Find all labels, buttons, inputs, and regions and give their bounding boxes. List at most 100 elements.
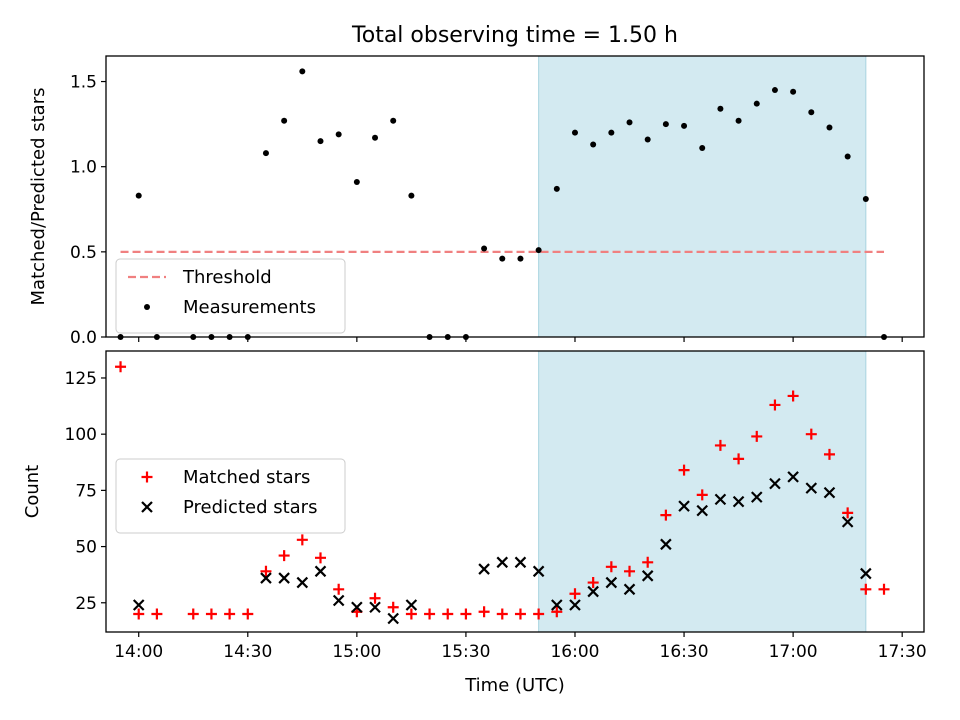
predicted-stars-point [132, 599, 145, 611]
matched-stars-point [878, 583, 890, 595]
predicted-stars-point [369, 601, 381, 614]
count-panel: 25 50 75 100 125 14:00 14:30 15:00 15:30 16:00 16:… [22, 350, 927, 662]
measurements-point [753, 100, 760, 107]
legend-marker [141, 501, 153, 513]
measurements-point [571, 129, 578, 136]
y-tick-label: 100 [65, 425, 97, 445]
matched-stars-point [733, 453, 745, 465]
measurements-point [517, 255, 524, 262]
observing-window-span [538, 56, 866, 337]
measurements-point [662, 121, 669, 128]
measurements-point [299, 68, 306, 75]
predicted-stars-point [351, 601, 363, 614]
matched-stars-point [569, 588, 581, 600]
legend-label: Threshold [182, 267, 272, 288]
y-tick-label: 25 [75, 594, 97, 614]
x-tick-label: 16:30 [660, 642, 709, 662]
measurements-point [262, 150, 269, 157]
axes-frame [105, 55, 925, 338]
matched-stars-point [133, 608, 145, 620]
matched-stars-point [805, 428, 817, 440]
measurements-point [535, 247, 542, 254]
y-tick-label: 125 [65, 369, 97, 389]
matched-stars-point [696, 489, 708, 501]
predicted-stars-point [641, 570, 654, 582]
matched-stars-point [823, 448, 835, 460]
axes-frame [105, 350, 925, 633]
predicted-stars-point [805, 482, 818, 494]
legend: Matched stars Predicted stars [115, 458, 346, 534]
measurements-point [590, 141, 597, 148]
predicted-stars-point [569, 599, 581, 611]
x-tick-label: 14:30 [223, 642, 272, 662]
legend-label: Predicted stars [183, 497, 317, 518]
matched-stars-point [587, 577, 599, 589]
y-tick-label: 0.0 [70, 328, 97, 348]
measurements-point [790, 88, 797, 95]
matched-stars-point [260, 565, 272, 577]
y-tick-label: 75 [75, 481, 97, 501]
matched-stars-point [442, 608, 454, 620]
legend-label: Matched stars [183, 467, 310, 488]
legend-label: Measurements [183, 297, 316, 318]
matched-stars-point [496, 608, 508, 620]
x-tick-label: 14:00 [114, 642, 163, 662]
predicted-stars-point [787, 471, 799, 483]
predicted-stars-point [823, 486, 836, 499]
measurements-point [499, 255, 506, 262]
predicted-stars-point [623, 583, 636, 596]
predicted-stars-point [405, 599, 418, 611]
predicted-stars-point [750, 491, 763, 503]
chart-title: Total observing time = 1.50 h [351, 23, 678, 48]
matched-stars-point [151, 608, 163, 620]
predicted-stars-point [605, 576, 618, 589]
matched-stars-point [278, 550, 290, 562]
x-tick-label: 15:00 [332, 642, 381, 662]
matched-stars-point [205, 608, 217, 620]
measurements-point [826, 124, 833, 131]
y-axis-label: Count [22, 465, 43, 518]
measurements-point [135, 192, 142, 199]
legend-box [115, 258, 346, 334]
measurements-point [644, 136, 651, 143]
predicted-stars-point [278, 572, 290, 584]
matched-stars-point [115, 361, 127, 373]
measurements-point [553, 185, 560, 192]
predicted-stars-point [478, 563, 490, 575]
predicted-stars-point [732, 495, 745, 508]
x-tick-label: 17:30 [878, 642, 927, 662]
matched-stars-point [551, 606, 563, 618]
predicted-stars-point [514, 556, 527, 569]
measurements-point [372, 134, 379, 141]
x-tick-label: 17:00 [769, 642, 818, 662]
matched-stars-point [424, 608, 436, 620]
matched-stars-point [678, 464, 690, 476]
predicted-stars-point [314, 565, 327, 578]
matched-stars-point [242, 608, 254, 620]
predicted-stars-point [532, 565, 545, 578]
predicted-stars-point [587, 585, 599, 598]
matched-stars-point [187, 608, 199, 620]
matched-stars-point [387, 601, 399, 613]
predicted-stars-point [551, 599, 563, 611]
y-tick-label: 0.5 [70, 243, 97, 263]
predicted-stars-point [769, 477, 781, 490]
measurements-point [335, 131, 342, 138]
matched-stars-point [314, 552, 326, 564]
matched-stars-point [369, 592, 381, 604]
predicted-stars-point [332, 594, 345, 607]
measurements-point [717, 105, 724, 112]
measurements-point [481, 245, 488, 252]
measurements-point [808, 109, 815, 116]
matched-stars-point [533, 608, 545, 620]
measurements-point [608, 129, 615, 136]
measurements-point [353, 179, 360, 186]
matched-stars-point [714, 439, 726, 451]
legend-marker [141, 471, 153, 483]
legend-box [115, 458, 346, 534]
legend: Threshold Measurements [115, 258, 346, 334]
measurements-point [317, 138, 324, 145]
matched-stars-point [660, 509, 672, 521]
predicted-stars-point [714, 493, 727, 506]
